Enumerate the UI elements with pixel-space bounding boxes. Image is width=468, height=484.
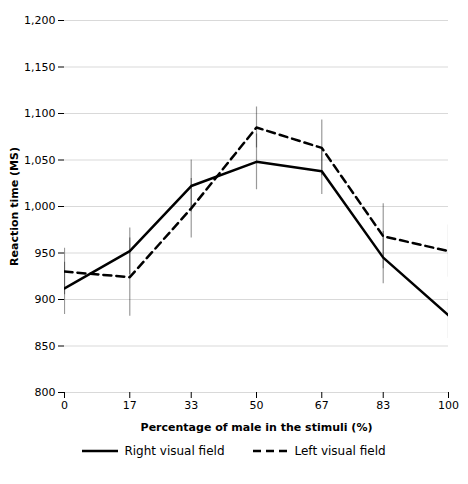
svg-text:100: 100 xyxy=(438,399,459,412)
svg-text:950: 950 xyxy=(35,247,56,260)
svg-text:33: 33 xyxy=(184,399,198,412)
svg-text:83: 83 xyxy=(376,399,390,412)
svg-text:Percentage of male in the stim: Percentage of male in the stimuli (%) xyxy=(141,421,373,434)
svg-text:850: 850 xyxy=(35,340,56,353)
svg-text:1,000: 1,000 xyxy=(24,200,56,213)
svg-text:67: 67 xyxy=(315,399,329,412)
svg-text:17: 17 xyxy=(123,399,137,412)
svg-text:0: 0 xyxy=(61,399,68,412)
svg-text:1,150: 1,150 xyxy=(24,61,56,74)
svg-text:50: 50 xyxy=(250,399,264,412)
svg-text:900: 900 xyxy=(35,293,56,306)
svg-text:1,100: 1,100 xyxy=(24,107,56,120)
svg-text:800: 800 xyxy=(35,386,56,399)
html-text:Right visual field: Right visual field xyxy=(124,444,225,458)
svg-text:Reaction time (MS): Reaction time (MS) xyxy=(8,147,21,266)
html-text:Left visual field: Left visual field xyxy=(294,444,386,458)
svg-text:1,050: 1,050 xyxy=(24,154,56,167)
svg-text:1,200: 1,200 xyxy=(24,14,56,27)
